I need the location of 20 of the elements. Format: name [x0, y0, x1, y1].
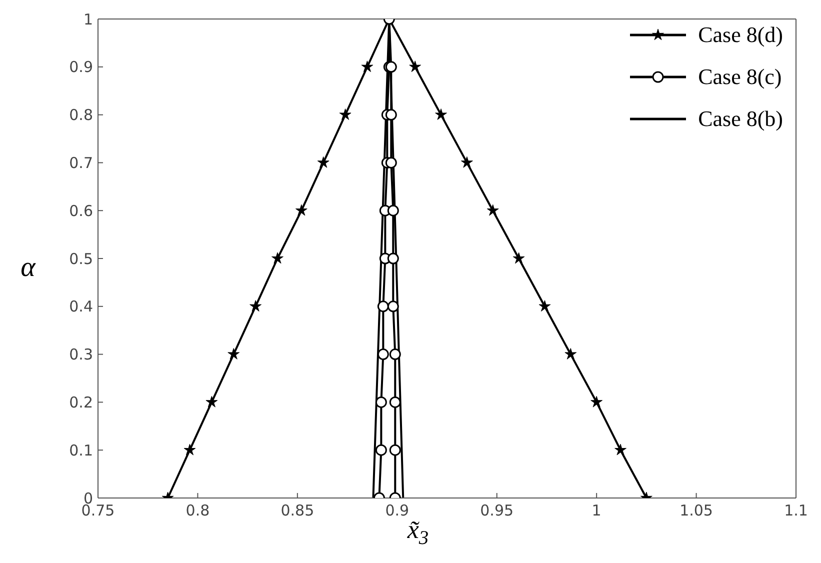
y-tick-label: 0.5 — [69, 250, 93, 268]
y-tick-label: 0.9 — [69, 58, 93, 76]
x-tick-label: 1 — [592, 502, 602, 520]
y-tick-label: 1 — [83, 10, 93, 28]
x-tick-label: 1.1 — [784, 502, 808, 520]
legend-label: Case 8(d) — [698, 22, 783, 48]
x-tick-label: 0.85 — [280, 502, 314, 520]
x-tick-label: 1.05 — [680, 502, 713, 520]
x-tick-label: 0.95 — [480, 502, 514, 520]
y-tick-label: 0.3 — [69, 346, 93, 364]
y-tick-label: 0.4 — [69, 298, 93, 316]
legend-label: Case 8(c) — [698, 64, 782, 90]
y-tick-label: 0.6 — [69, 202, 93, 220]
y-tick-label: 0.8 — [69, 106, 93, 124]
y-tick-label: 0.2 — [69, 394, 93, 412]
legend-label: Case 8(b) — [698, 106, 783, 132]
y-tick-label: 0.1 — [69, 441, 93, 460]
y-axis-title: α — [20, 252, 37, 283]
y-tick-label: 0.7 — [69, 154, 93, 172]
x-tick-label: 0.8 — [186, 502, 210, 520]
